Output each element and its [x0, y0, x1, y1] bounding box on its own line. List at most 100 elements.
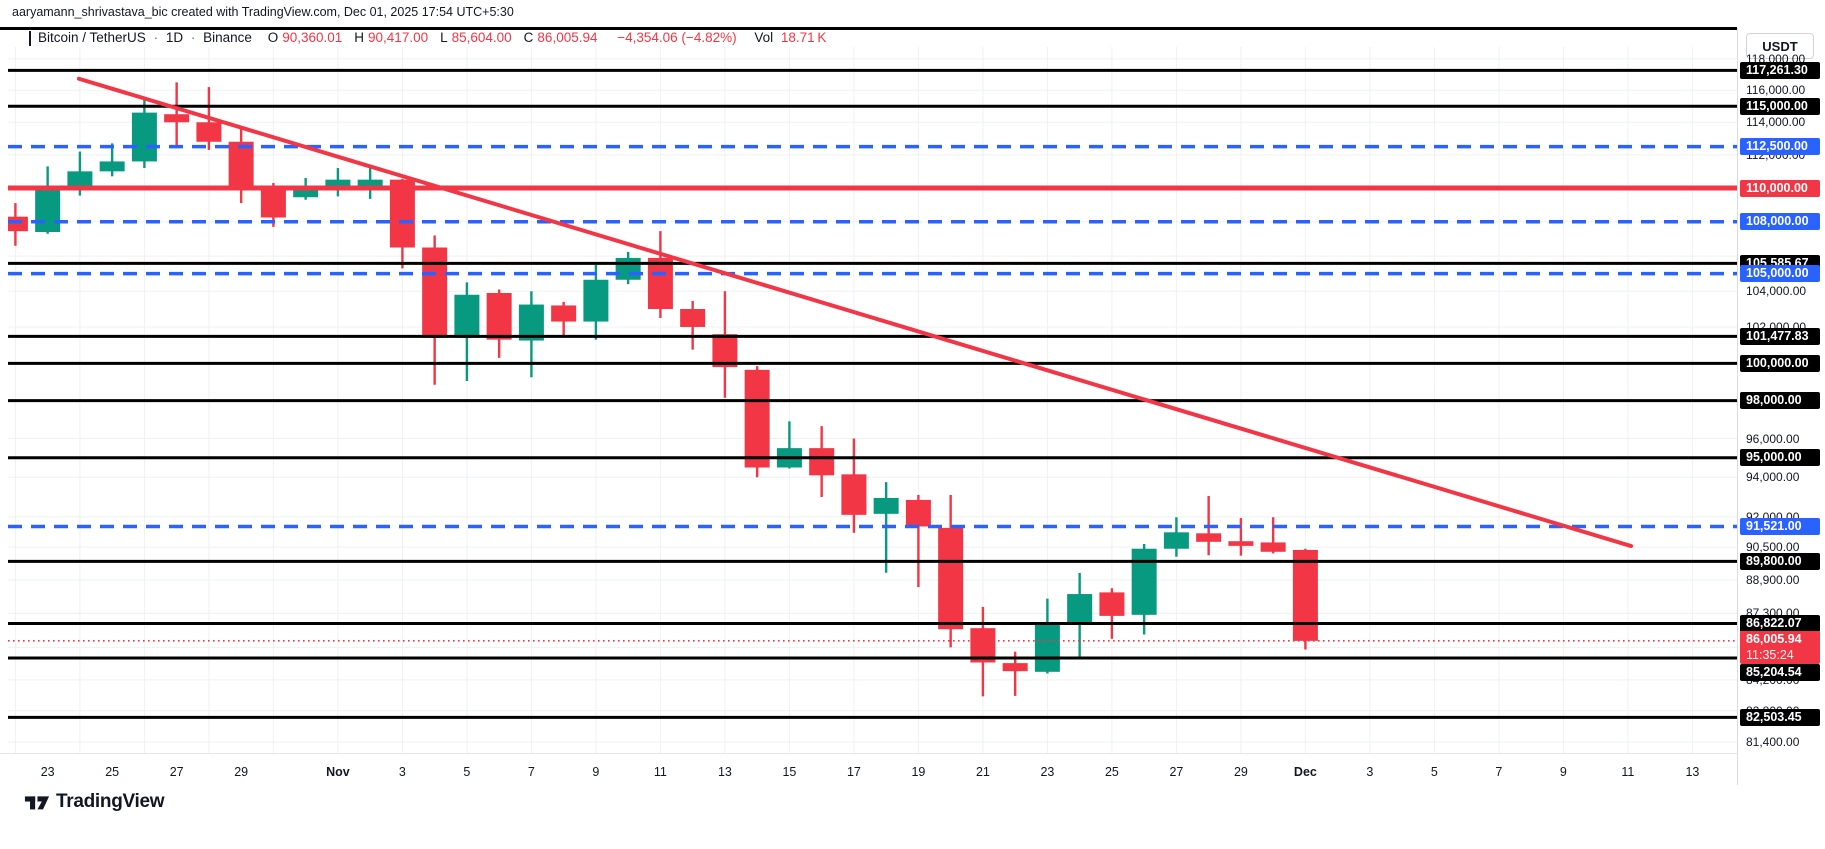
candle-body	[35, 186, 61, 233]
pane-divider-tick	[29, 31, 31, 46]
candle-body	[1002, 663, 1028, 672]
time-tick-label: 17	[846, 765, 861, 779]
candle-body	[164, 114, 190, 123]
time-tick-label: 3	[1366, 765, 1374, 779]
bar-countdown: 11:35:24	[1746, 647, 1794, 662]
candle-body	[131, 112, 157, 162]
time-tick-label: 13	[717, 765, 732, 779]
candle-body	[228, 141, 254, 189]
volume-value: 18.71 K	[780, 30, 827, 45]
candle-body	[422, 247, 448, 338]
candle-body	[518, 304, 544, 341]
price-tick-label: 94,000.00	[1746, 470, 1800, 485]
time-tick-label: 9	[592, 765, 600, 779]
price-level-label: 89,800.00	[1740, 552, 1820, 570]
price-level-label: 95,000.00	[1740, 449, 1820, 467]
ohlc-value: 90,417.00	[368, 30, 429, 45]
price-level-label: 100,000.00	[1740, 354, 1820, 372]
time-tick-label: 23	[1040, 765, 1055, 779]
candle-body	[67, 171, 93, 187]
price-level-label: 86,822.07	[1740, 614, 1820, 632]
candle-body	[196, 122, 222, 142]
price-tick-label: 88,900.00	[1746, 572, 1800, 587]
price-level-label: 105,000.00	[1740, 265, 1820, 283]
candle-body	[873, 497, 899, 514]
candle-body	[1163, 532, 1189, 549]
time-tick-label: 15	[782, 765, 797, 779]
candle-body	[841, 474, 867, 515]
separator-dot: ·	[153, 30, 159, 45]
ohlc-letter: L	[440, 30, 448, 45]
candle-body	[809, 448, 835, 476]
ohlc-letter: O	[267, 30, 279, 45]
price-level-label: 98,000.00	[1740, 392, 1820, 410]
price-level-label: 91,521.00	[1740, 517, 1820, 535]
symbol-info-bar: Bitcoin / TetherUS · 1D · Binance O 90,36…	[0, 30, 1737, 47]
time-tick-label: 23	[40, 765, 55, 779]
currency-toggle-button[interactable]: USDT	[1746, 33, 1814, 59]
price-level-label: 108,000.00	[1740, 213, 1820, 231]
candle-body	[1260, 542, 1286, 552]
candle-body	[99, 161, 125, 172]
price-level-label: 101,477.83	[1740, 327, 1820, 345]
price-level-label: 112,500.00	[1740, 138, 1820, 156]
candle-body	[615, 257, 641, 280]
candle-body	[1034, 624, 1060, 672]
tradingview-logo-icon	[24, 796, 50, 810]
last-price-box: 86,005.94 11:35:24	[1740, 630, 1820, 664]
time-tick-label: 29	[1233, 765, 1248, 779]
time-tick-label: 29	[234, 765, 249, 779]
time-tick-label: 11	[653, 765, 667, 779]
price-axis[interactable]: USDT 118,000.00116,000.00114,000.00112,0…	[1737, 28, 1825, 785]
candle-body	[1067, 594, 1093, 624]
trendline	[76, 76, 1634, 549]
change-value: −4,354.06 (−4.82%)	[617, 30, 737, 45]
ohlc-letter: H	[354, 30, 365, 45]
time-tick-label: 11	[1621, 765, 1635, 779]
time-tick-label: 7	[1495, 765, 1503, 779]
candle-body	[486, 292, 512, 340]
candle-body	[357, 179, 383, 190]
price-tick-label: 104,000.00	[1746, 284, 1807, 299]
time-axis[interactable]: 23 25 27 29 Nov 3 5 7 9 11 13 15 17 19 21 23 25 27 29 Dec 3 5…	[0, 753, 1737, 788]
time-tick-label: Nov	[326, 765, 350, 779]
ohlc-values: O 90,360.01 H 90,417.00 L 85,604.00 C 86,005.94	[260, 30, 602, 45]
price-tick-label: 90,500.00	[1746, 540, 1800, 555]
price-level-label: 115,000.00	[1740, 97, 1820, 115]
ohlc-value: 86,005.94	[537, 30, 598, 45]
candle-body	[325, 179, 351, 189]
price-tick-label: 114,000.00	[1746, 115, 1806, 130]
exchange-label[interactable]: Binance	[203, 30, 252, 45]
time-tick-label: 25	[1104, 765, 1119, 779]
candle-body	[8, 216, 28, 232]
candle-body	[1196, 533, 1222, 542]
candle-body	[905, 499, 931, 527]
candle-body	[1131, 548, 1157, 615]
candle-body	[1292, 549, 1318, 641]
ohlc-value: 85,604.00	[451, 30, 512, 45]
ohlc-value: 90,360.01	[282, 30, 343, 45]
time-tick-label: 25	[105, 765, 120, 779]
time-tick-label: 3	[398, 765, 406, 779]
candle-body	[647, 257, 673, 310]
time-tick-label: 9	[1559, 765, 1567, 779]
interval-label[interactable]: 1D	[165, 30, 184, 45]
candle-body	[293, 188, 319, 198]
time-tick-label: 5	[1430, 765, 1438, 779]
symbol-title[interactable]: Bitcoin / TetherUS	[38, 30, 146, 45]
time-tick-label: 27	[1169, 765, 1184, 779]
candle-body	[744, 369, 770, 468]
candle-body	[938, 527, 964, 630]
tradingview-logo[interactable]: TradingView	[24, 789, 165, 815]
symbol-legend: Bitcoin / TetherUS · 1D · Binance O 90,36…	[38, 30, 830, 45]
last-price-label: 86,005.94	[1746, 631, 1802, 646]
volume-label: Vol	[754, 30, 774, 45]
candlestick-chart-canvas[interactable]	[8, 47, 1737, 753]
candle-body	[712, 334, 738, 368]
candle-body	[551, 305, 577, 322]
separator-dot: ·	[190, 30, 196, 45]
price-tick-label: 81,400.00	[1746, 735, 1800, 750]
time-tick-label: 13	[1685, 765, 1700, 779]
price-level-label: 82,503.45	[1740, 708, 1820, 726]
